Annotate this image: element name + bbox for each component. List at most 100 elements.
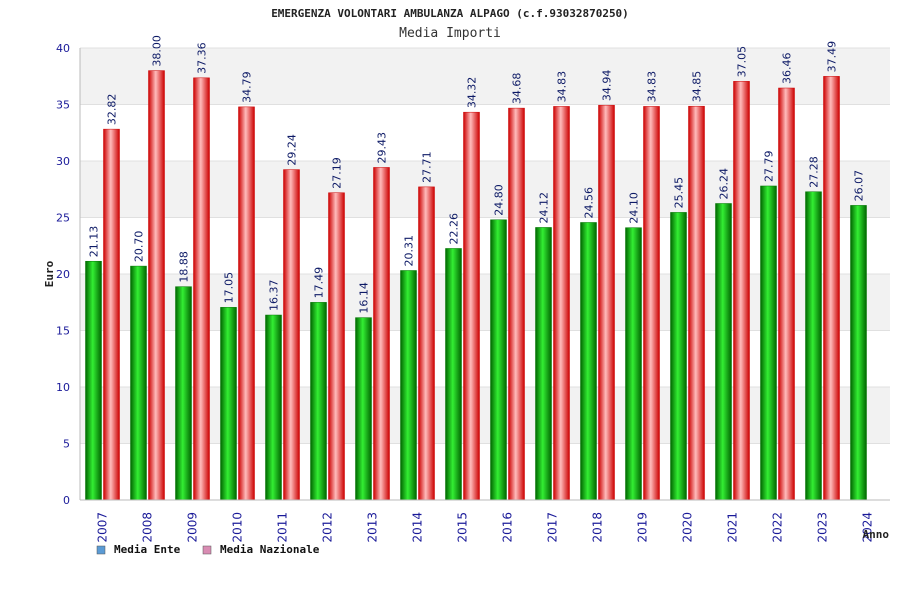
bar-media-ente-2013	[355, 317, 372, 501]
y-tick-label: 20	[56, 268, 70, 281]
value-label-media-nazionale-2019: 34.83	[646, 71, 659, 103]
bar-media-ente-2016	[490, 219, 507, 501]
bar-media-nazionale-2011	[283, 169, 300, 501]
legend: Media Ente Media Nazionale	[96, 543, 320, 556]
y-tick-label: 0	[63, 494, 70, 507]
bar-media-ente-2020	[670, 212, 687, 501]
bar-media-nazionale-2021	[733, 81, 750, 501]
x-tick-label-2013: 2013	[366, 512, 380, 543]
x-axis-label: Anno	[863, 528, 890, 541]
value-label-media-nazionale-2014: 27.71	[421, 151, 434, 183]
bar-media-nazionale-2017	[553, 106, 570, 501]
bar-media-nazionale-2023	[823, 76, 840, 501]
bar-media-nazionale-2020	[688, 105, 705, 501]
grid-bands	[80, 47, 890, 501]
grid-band	[80, 104, 890, 161]
value-label-media-ente-2023: 27.28	[808, 156, 821, 188]
bar-media-ente-2008	[130, 265, 147, 501]
x-tick-label-2012: 2012	[321, 512, 335, 543]
chart-title: EMERGENZA VOLONTARI AMBULANZA ALPAGO (c.…	[271, 7, 629, 20]
value-label-media-nazionale-2023: 37.49	[826, 41, 839, 73]
bar-media-ente-2018	[580, 222, 597, 501]
value-label-media-ente-2009: 18.88	[178, 251, 191, 283]
value-label-media-ente-2008: 20.70	[133, 231, 146, 263]
legend-label-media-ente: Media Ente	[114, 543, 181, 556]
y-tick-label: 5	[63, 438, 70, 451]
bar-media-nazionale-2012	[328, 192, 345, 501]
bar-media-ente-2012	[310, 302, 327, 501]
value-label-media-nazionale-2021: 37.05	[736, 46, 749, 78]
bar-media-nazionale-2009	[193, 77, 210, 501]
x-tick-label-2023: 2023	[816, 512, 830, 543]
value-label-media-nazionale-2007: 32.82	[106, 94, 119, 126]
x-tick-label-2015: 2015	[456, 512, 470, 543]
grid-band	[80, 330, 890, 387]
bar-media-ente-2017	[535, 227, 552, 501]
y-tick-label: 10	[56, 381, 70, 394]
value-label-media-nazionale-2012: 27.19	[331, 157, 344, 189]
x-tick-label-2009: 2009	[186, 512, 200, 543]
bar-media-ente-2022	[760, 185, 777, 501]
bar-media-nazionale-2014	[418, 186, 435, 501]
bar-media-ente-2023	[805, 191, 822, 501]
value-label-media-nazionale-2011: 29.24	[286, 134, 299, 166]
legend-label-media-nazionale: Media Nazionale	[220, 543, 320, 556]
value-label-media-ente-2013: 16.14	[358, 282, 371, 314]
x-tick-label-2017: 2017	[546, 512, 560, 543]
bar-media-nazionale-2015	[463, 111, 480, 501]
grid-band	[80, 387, 890, 444]
x-tick-label-2020: 2020	[681, 512, 695, 543]
value-label-media-ente-2019: 24.10	[628, 192, 641, 224]
bar-media-nazionale-2019	[643, 106, 660, 501]
bar-media-nazionale-2022	[778, 87, 795, 501]
bar-media-nazionale-2016	[508, 107, 525, 501]
value-label-media-nazionale-2022: 36.46	[781, 53, 794, 85]
value-label-media-ente-2011: 16.37	[268, 280, 281, 312]
x-tick-label-2008: 2008	[141, 512, 155, 543]
grid-band	[80, 48, 890, 105]
bar-media-ente-2015	[445, 248, 462, 501]
grid-band	[80, 274, 890, 331]
bar-media-nazionale-2007	[103, 128, 120, 501]
value-label-media-nazionale-2015: 34.32	[466, 77, 479, 109]
y-tick-label: 35	[56, 99, 70, 112]
x-tick-label-2018: 2018	[591, 512, 605, 543]
legend-swatch-media-nazionale	[202, 545, 212, 555]
chart-subtitle: Media Importi	[399, 26, 501, 41]
value-label-media-ente-2016: 24.80	[493, 184, 506, 216]
bar-media-ente-2009	[175, 286, 192, 501]
bar-media-ente-2014	[400, 270, 417, 501]
y-axis-ticks: 0 5 10 15 20 25 30 35 40	[56, 42, 70, 507]
y-tick-label: 25	[56, 212, 70, 225]
value-label-media-nazionale-2018: 34.94	[601, 70, 614, 102]
bar-media-nazionale-2018	[598, 104, 615, 501]
x-tick-label-2007: 2007	[96, 512, 110, 543]
value-label-media-ente-2010: 17.05	[223, 272, 236, 304]
value-label-media-ente-2022: 27.79	[763, 150, 776, 182]
bar-media-ente-2007	[85, 260, 102, 501]
legend-swatch-media-ente	[96, 545, 106, 555]
bar-media-ente-2019	[625, 227, 642, 501]
x-tick-label-2014: 2014	[411, 512, 425, 543]
value-label-media-ente-2014: 20.31	[403, 235, 416, 267]
x-axis-ticks: 2007 2008 2009 2010 2011 2012 2013 2014 2015 2016…	[96, 512, 875, 543]
x-tick-label-2021: 2021	[726, 512, 740, 543]
x-tick-label-2011: 2011	[276, 512, 290, 543]
value-label-media-ente-2018: 24.56	[583, 187, 596, 219]
value-label-media-nazionale-2013: 29.43	[376, 132, 389, 164]
bars	[85, 70, 867, 501]
bar-media-ente-2021	[715, 203, 732, 501]
bar-media-nazionale-2013	[373, 167, 390, 501]
x-tick-label-2024: 2024	[861, 512, 875, 543]
bar-media-ente-2010	[220, 307, 237, 501]
bar-media-ente-2011	[265, 314, 282, 501]
bar-media-ente-2024	[850, 205, 867, 501]
value-label-media-nazionale-2020: 34.85	[691, 71, 704, 103]
value-label-media-ente-2015: 22.26	[448, 213, 461, 245]
value-label-media-nazionale-2008: 38.00	[151, 35, 164, 67]
grid-band	[80, 443, 890, 500]
x-tick-label-2019: 2019	[636, 512, 650, 543]
x-tick-label-2010: 2010	[231, 512, 245, 543]
value-label-media-ente-2024: 26.07	[853, 170, 866, 202]
value-label-media-nazionale-2017: 34.83	[556, 71, 569, 103]
